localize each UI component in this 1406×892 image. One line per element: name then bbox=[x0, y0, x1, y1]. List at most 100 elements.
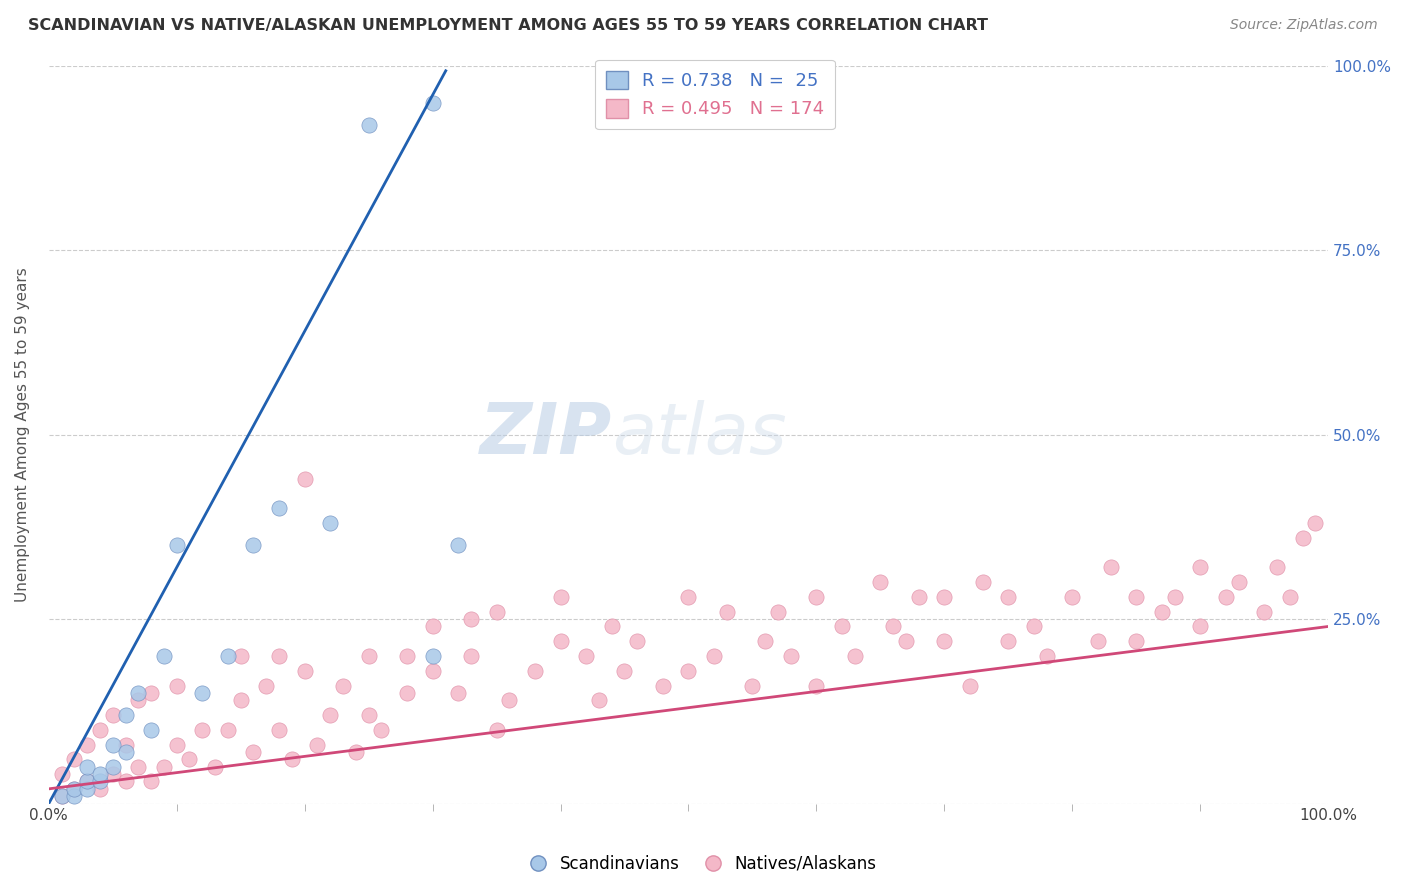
Legend: R = 0.738   N =  25, R = 0.495   N = 174: R = 0.738 N = 25, R = 0.495 N = 174 bbox=[595, 60, 835, 129]
Point bbox=[191, 686, 214, 700]
Point bbox=[806, 679, 828, 693]
Point bbox=[139, 774, 162, 789]
Point bbox=[89, 774, 111, 789]
Point bbox=[1062, 590, 1084, 604]
Point bbox=[153, 760, 176, 774]
Point bbox=[139, 686, 162, 700]
Point bbox=[1278, 590, 1301, 604]
Point bbox=[844, 648, 866, 663]
Point bbox=[959, 679, 981, 693]
Point bbox=[166, 679, 188, 693]
Point bbox=[281, 752, 304, 766]
Point bbox=[204, 760, 226, 774]
Point bbox=[869, 575, 891, 590]
Point bbox=[422, 648, 444, 663]
Point bbox=[741, 679, 763, 693]
Point bbox=[588, 693, 610, 707]
Point bbox=[460, 612, 482, 626]
Point bbox=[76, 738, 98, 752]
Point bbox=[166, 538, 188, 552]
Point bbox=[267, 501, 290, 516]
Point bbox=[229, 693, 252, 707]
Point bbox=[332, 679, 354, 693]
Point bbox=[51, 789, 73, 804]
Point bbox=[114, 774, 136, 789]
Point bbox=[63, 752, 86, 766]
Point bbox=[485, 605, 508, 619]
Point bbox=[1087, 634, 1109, 648]
Point bbox=[395, 648, 418, 663]
Point bbox=[51, 767, 73, 781]
Point bbox=[51, 789, 73, 804]
Point bbox=[550, 590, 572, 604]
Point bbox=[63, 789, 86, 804]
Point bbox=[651, 679, 673, 693]
Point bbox=[76, 774, 98, 789]
Point bbox=[613, 664, 636, 678]
Point bbox=[460, 648, 482, 663]
Point bbox=[242, 745, 264, 759]
Text: Source: ZipAtlas.com: Source: ZipAtlas.com bbox=[1230, 18, 1378, 32]
Point bbox=[907, 590, 929, 604]
Point bbox=[882, 619, 904, 633]
Point bbox=[294, 664, 316, 678]
Point bbox=[242, 538, 264, 552]
Point bbox=[1150, 605, 1173, 619]
Point bbox=[191, 723, 214, 737]
Point bbox=[319, 516, 342, 531]
Point bbox=[76, 781, 98, 796]
Legend: Scandinavians, Natives/Alaskans: Scandinavians, Natives/Alaskans bbox=[523, 848, 883, 880]
Point bbox=[894, 634, 917, 648]
Point bbox=[1163, 590, 1185, 604]
Point bbox=[357, 648, 380, 663]
Text: atlas: atlas bbox=[612, 401, 786, 469]
Point bbox=[267, 723, 290, 737]
Point bbox=[217, 648, 239, 663]
Point bbox=[831, 619, 853, 633]
Point bbox=[254, 679, 277, 693]
Point bbox=[357, 118, 380, 132]
Point bbox=[678, 590, 700, 604]
Point bbox=[89, 781, 111, 796]
Point bbox=[1305, 516, 1327, 531]
Point bbox=[63, 781, 86, 796]
Point bbox=[153, 648, 176, 663]
Point bbox=[114, 708, 136, 723]
Point bbox=[806, 590, 828, 604]
Point bbox=[319, 708, 342, 723]
Point bbox=[1291, 531, 1313, 545]
Point bbox=[344, 745, 367, 759]
Point bbox=[754, 634, 776, 648]
Point bbox=[550, 634, 572, 648]
Point bbox=[422, 664, 444, 678]
Point bbox=[716, 605, 738, 619]
Point bbox=[139, 723, 162, 737]
Text: SCANDINAVIAN VS NATIVE/ALASKAN UNEMPLOYMENT AMONG AGES 55 TO 59 YEARS CORRELATIO: SCANDINAVIAN VS NATIVE/ALASKAN UNEMPLOYM… bbox=[28, 18, 988, 33]
Point bbox=[179, 752, 201, 766]
Text: ZIP: ZIP bbox=[479, 401, 612, 469]
Point bbox=[89, 767, 111, 781]
Point bbox=[575, 648, 598, 663]
Point bbox=[703, 648, 725, 663]
Point bbox=[997, 634, 1019, 648]
Point bbox=[1125, 634, 1147, 648]
Point bbox=[447, 538, 470, 552]
Point bbox=[447, 686, 470, 700]
Point bbox=[294, 472, 316, 486]
Point bbox=[1189, 619, 1212, 633]
Point bbox=[1022, 619, 1045, 633]
Point bbox=[934, 634, 956, 648]
Point bbox=[1099, 560, 1122, 574]
Point bbox=[934, 590, 956, 604]
Point bbox=[166, 738, 188, 752]
Point bbox=[997, 590, 1019, 604]
Y-axis label: Unemployment Among Ages 55 to 59 years: Unemployment Among Ages 55 to 59 years bbox=[15, 268, 30, 602]
Point bbox=[422, 619, 444, 633]
Point bbox=[1253, 605, 1275, 619]
Point bbox=[600, 619, 623, 633]
Point bbox=[1189, 560, 1212, 574]
Point bbox=[779, 648, 801, 663]
Point bbox=[307, 738, 329, 752]
Point bbox=[1265, 560, 1288, 574]
Point bbox=[101, 760, 124, 774]
